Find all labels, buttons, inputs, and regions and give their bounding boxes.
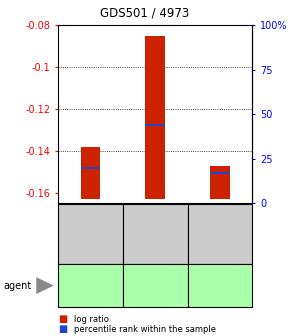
Text: GSM8752: GSM8752	[86, 212, 95, 256]
Text: ■: ■	[58, 314, 67, 324]
Text: ■: ■	[58, 324, 67, 334]
Text: GSM8762: GSM8762	[215, 212, 224, 256]
Text: GDS501 / 4973: GDS501 / 4973	[100, 6, 190, 19]
Text: TNFa: TNFa	[142, 281, 168, 291]
Text: log ratio: log ratio	[74, 315, 109, 324]
Bar	[146, 36, 165, 199]
Text: percentile rank within the sample: percentile rank within the sample	[74, 325, 216, 334]
Bar	[210, 166, 230, 199]
Polygon shape	[36, 277, 54, 294]
Bar	[210, 172, 230, 174]
Bar	[81, 147, 100, 199]
Text: IL4: IL4	[212, 281, 228, 291]
Bar	[146, 124, 165, 126]
Text: IFNg: IFNg	[79, 281, 102, 291]
Text: GSM8757: GSM8757	[151, 212, 160, 256]
Text: agent: agent	[3, 281, 31, 291]
Bar	[81, 167, 100, 169]
